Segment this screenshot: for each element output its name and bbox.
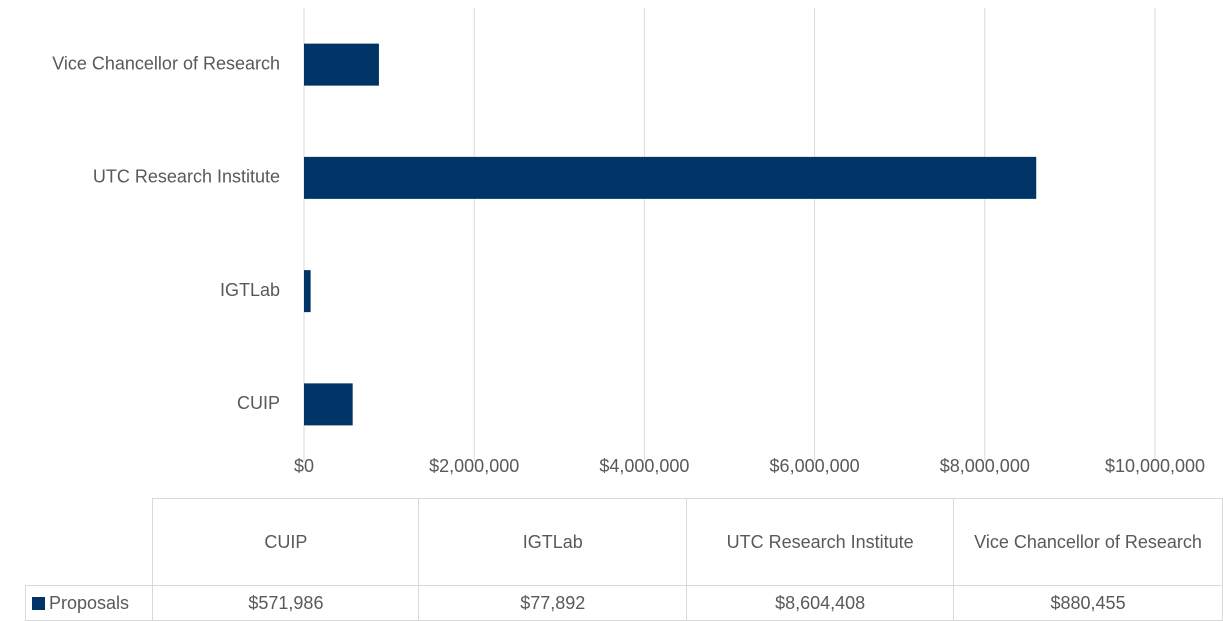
table-header-cell: IGTLab — [418, 498, 688, 586]
table-value: $77,892 — [418, 585, 688, 621]
bar — [304, 43, 379, 86]
legend-swatch — [32, 596, 45, 610]
legend-label: Proposals — [49, 592, 130, 613]
legend-cell: Proposals — [24, 585, 154, 621]
y-tick-label: UTC Research Institute — [93, 167, 280, 187]
x-tick-label: $8,000,000 — [940, 456, 1030, 476]
table-corner — [25, 498, 154, 586]
bar — [304, 156, 1037, 199]
y-tick-label: CUIP — [237, 393, 280, 413]
x-tick-label: $4,000,000 — [599, 456, 689, 476]
x-tick-label: $6,000,000 — [770, 456, 860, 476]
table-row: Proposals $571,986 $77,892 $8,604,408 $880,4… — [24, 585, 1223, 621]
table-header-cell: UTC Research Institute — [686, 498, 955, 586]
table-value: $8,604,408 — [686, 585, 955, 621]
table-header-cell: CUIP — [152, 498, 420, 586]
x-tick-label: $10,000,000 — [1105, 456, 1205, 476]
y-tick-label: IGTLab — [220, 280, 280, 300]
x-tick-label: $0 — [294, 456, 314, 476]
table-header-cell: Vice Chancellor of Research — [953, 498, 1223, 586]
bar — [304, 270, 311, 313]
data-table: CUIP IGTLab UTC Research Institute Vice Cha… — [24, 498, 1223, 621]
y-tick-label: Vice Chancellor of Research — [52, 53, 280, 73]
chart: $0 $2,000,000 $4,000,000 $6,000,000 $8,000,0… — [52, 8, 1205, 476]
table-value: $571,986 — [152, 585, 420, 621]
x-tick-label: $2,000,000 — [429, 456, 519, 476]
table-header: CUIP IGTLab UTC Research Institute Vice Cha… — [25, 498, 1223, 586]
table-value: $880,455 — [953, 585, 1223, 621]
bar — [304, 383, 353, 426]
